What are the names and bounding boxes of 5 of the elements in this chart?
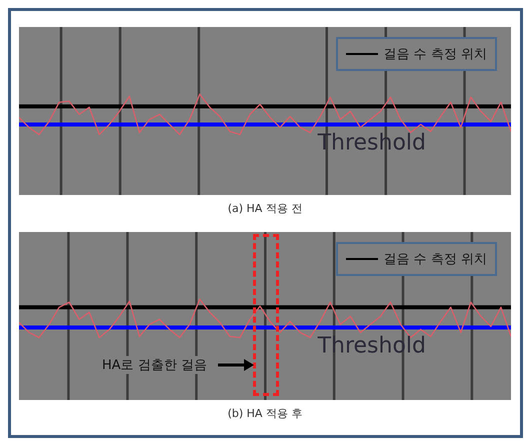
legend-label: 걸음 수 측정 위치 [384,251,487,268]
x-axis-title: (a) HA 적용 전 [226,201,304,216]
x-axis-title: (b) HA 적용 후 [226,406,304,421]
annotation: HA로 검출한 걸음 [99,356,210,374]
legend-label: 걸음 수 측정 위치 [384,46,487,63]
